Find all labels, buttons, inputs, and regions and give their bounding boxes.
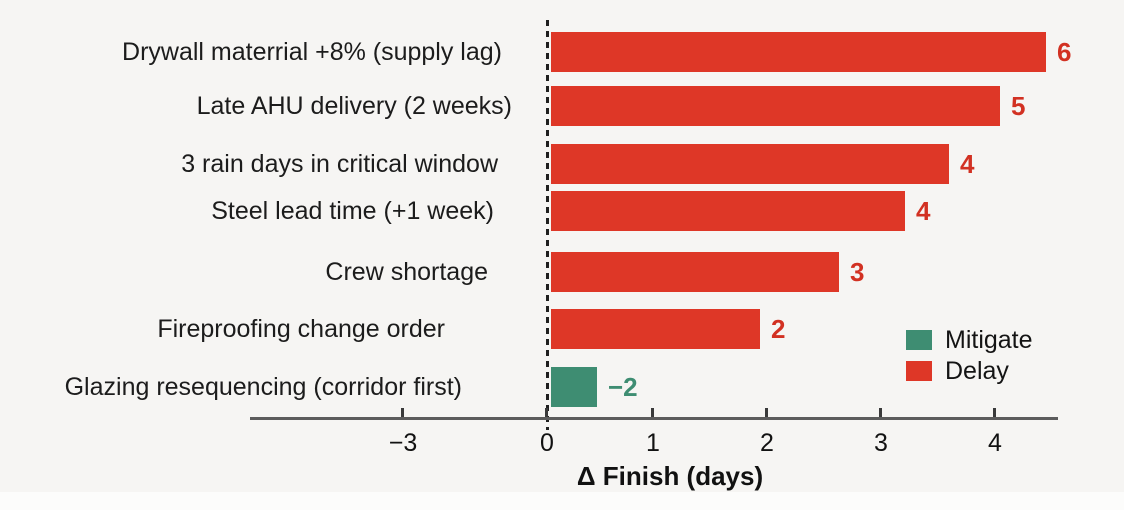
- x-axis-line: [250, 417, 1058, 420]
- legend-label-mitigate: Mitigate: [945, 326, 1033, 354]
- value-label: 4: [916, 196, 931, 226]
- bar-delay: [551, 32, 1046, 72]
- x-tick-label: 3: [874, 429, 888, 457]
- bottom-margin: [0, 492, 1124, 510]
- x-tick-label: 4: [988, 429, 1002, 457]
- x-tick: [545, 408, 548, 417]
- x-axis-title: Δ Finish (days): [576, 461, 764, 491]
- x-tick-label: −3: [388, 429, 418, 457]
- value-label: 2: [771, 314, 786, 344]
- category-label: 3 rain days in critical window: [181, 150, 498, 178]
- value-label: −2: [608, 372, 638, 402]
- bar-mitigate: [551, 367, 597, 407]
- zero-reference-line: [546, 20, 549, 430]
- bar-delay: [551, 191, 905, 231]
- x-tick-label: 2: [760, 429, 774, 457]
- x-tick-label: 0: [540, 429, 554, 457]
- x-tick-label: 1: [646, 429, 660, 457]
- bar-delay: [551, 86, 1000, 126]
- category-label: Steel lead time (+1 week): [211, 197, 494, 225]
- bar-delay: [551, 309, 760, 349]
- category-label: Late AHU delivery (2 weeks): [196, 92, 512, 120]
- category-label: Crew shortage: [325, 258, 488, 286]
- legend-swatch-mitigate: [906, 330, 932, 350]
- bar-delay: [551, 144, 949, 184]
- value-label: 5: [1011, 91, 1026, 121]
- x-tick: [765, 408, 768, 417]
- category-label: Glazing resequencing (corridor first): [64, 373, 462, 401]
- value-label: 3: [850, 257, 865, 287]
- legend-swatch-delay: [906, 361, 932, 381]
- x-tick: [879, 408, 882, 417]
- value-label: 4: [960, 149, 975, 179]
- x-tick: [651, 408, 654, 417]
- x-tick: [401, 408, 404, 417]
- value-label: 6: [1057, 37, 1072, 67]
- category-label: Fireproofing change order: [157, 315, 445, 343]
- bar-delay: [551, 252, 839, 292]
- x-tick: [993, 408, 996, 417]
- legend-label-delay: Delay: [945, 357, 1009, 385]
- category-label: Drywall materrial +8% (supply lag): [122, 38, 502, 66]
